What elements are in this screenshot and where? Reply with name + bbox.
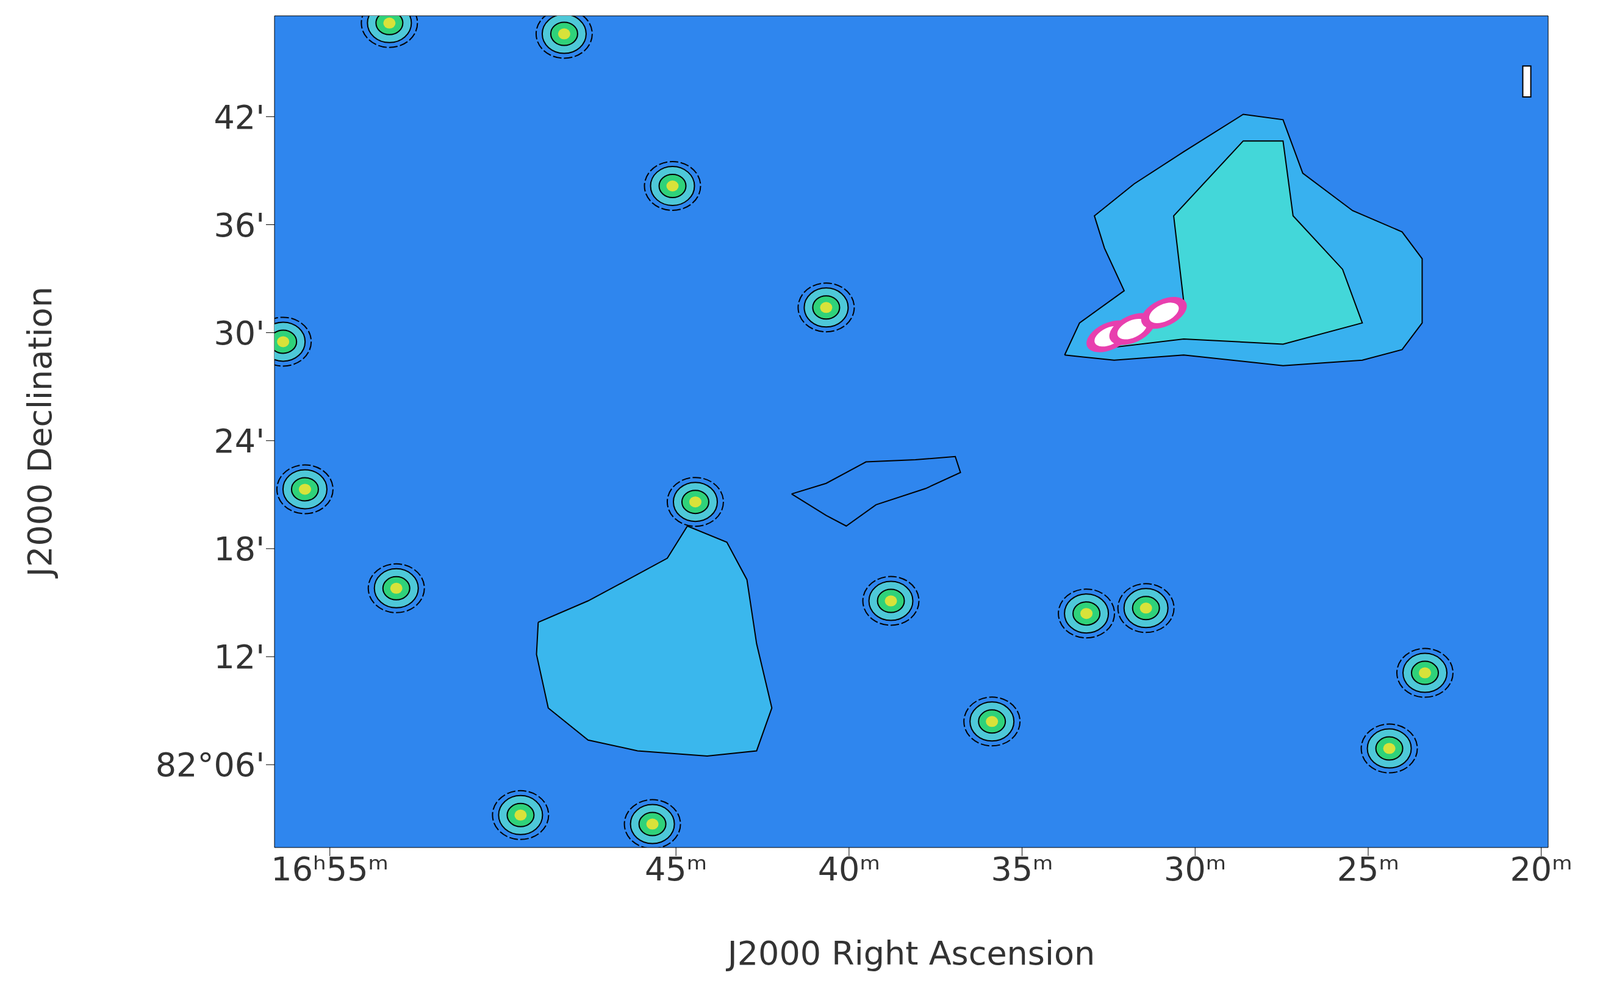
svg-text:45ᵐ: 45ᵐ	[644, 850, 707, 889]
svg-text:25ᵐ: 25ᵐ	[1337, 850, 1400, 889]
svg-text:42': 42'	[213, 98, 265, 137]
svg-text:12': 12'	[213, 638, 265, 677]
svg-text:18': 18'	[213, 530, 265, 569]
svg-text:J2000 Right Ascension: J2000 Right Ascension	[725, 934, 1096, 973]
svg-text:35ᵐ: 35ᵐ	[990, 850, 1053, 889]
svg-text:82°06': 82°06'	[155, 746, 265, 785]
svg-text:20ᵐ: 20ᵐ	[1509, 850, 1572, 889]
svg-text:36': 36'	[213, 206, 265, 245]
svg-text:24': 24'	[213, 422, 265, 461]
svg-text:J2000 Declination: J2000 Declination	[20, 286, 60, 579]
svg-text:30': 30'	[213, 314, 265, 353]
svg-text:40ᵐ: 40ᵐ	[817, 850, 881, 889]
svg-text:30ᵐ: 30ᵐ	[1163, 850, 1227, 889]
html-text:I: I	[1518, 57, 1535, 108]
svg-text:16ʰ55ᵐ: 16ʰ55ᵐ	[270, 850, 389, 889]
